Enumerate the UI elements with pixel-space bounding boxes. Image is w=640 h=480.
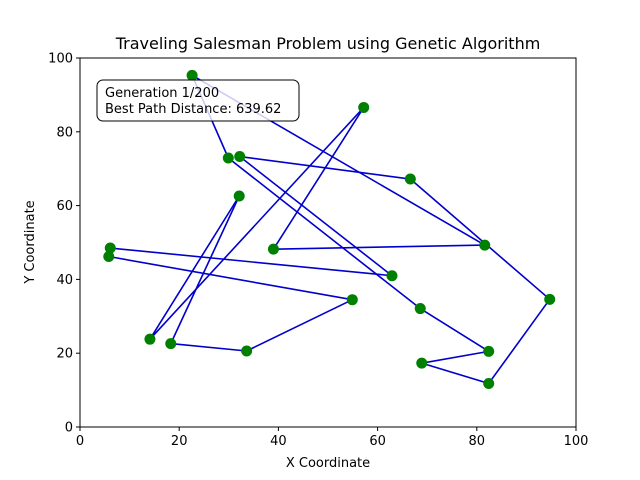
city-point	[358, 101, 370, 113]
x-tick-label: 80	[469, 434, 486, 449]
city-point	[144, 333, 156, 345]
city-point	[404, 173, 416, 185]
x-tick-label: 60	[369, 434, 386, 449]
city-point	[414, 303, 426, 315]
y-tick-label: 20	[56, 347, 73, 362]
route-segment	[409, 178, 551, 300]
chart-title: Traveling Salesman Problem using Genetic…	[115, 34, 541, 53]
city-point	[267, 243, 279, 255]
city-point	[386, 270, 398, 282]
generation-label: Generation 1/200	[105, 86, 219, 101]
route-segment	[149, 195, 240, 340]
route-segment	[272, 107, 365, 250]
route-segment	[149, 106, 365, 340]
city-point	[222, 152, 234, 164]
city-point	[346, 294, 358, 306]
city-point	[544, 293, 556, 305]
route-segment	[246, 298, 353, 352]
city-point	[241, 345, 253, 357]
info-box-frame	[96, 79, 300, 122]
x-tick-label: 40	[270, 434, 287, 449]
route-segment	[170, 195, 240, 344]
route-segment	[108, 255, 353, 301]
y-tick-label: 0	[65, 421, 73, 436]
route-segment	[273, 244, 485, 250]
best-distance-label: Best Path Distance: 639.62	[105, 102, 281, 117]
y-axis-label: Y Coordinate	[23, 200, 38, 284]
city-point	[103, 251, 115, 263]
y-tick-label: 100	[48, 52, 73, 67]
y-tick-label: 80	[56, 125, 73, 140]
info-box: Generation 1/200 Best Path Distance: 639…	[96, 79, 300, 122]
city-point	[233, 190, 245, 202]
x-tick-label: 0	[76, 434, 84, 449]
y-axis-ticks: 0 20 40 60 80 100	[48, 52, 80, 436]
y-tick-label: 40	[56, 273, 73, 288]
city-layer	[103, 69, 556, 389]
route-segment	[227, 157, 421, 310]
city-point	[186, 69, 198, 81]
route-segment	[419, 307, 490, 353]
city-point	[234, 151, 246, 163]
route-segment	[488, 298, 551, 384]
city-point	[165, 338, 177, 350]
y-tick-label: 60	[56, 199, 73, 214]
route-segment	[239, 155, 393, 277]
x-tick-label: 20	[171, 434, 188, 449]
city-point	[479, 239, 491, 251]
x-axis-label: X Coordinate	[286, 456, 370, 471]
city-point	[104, 242, 116, 254]
city-point	[416, 357, 428, 369]
plot-frame	[79, 57, 577, 428]
route-segment	[421, 362, 489, 385]
x-axis-ticks: 0 20 40 60 80 100	[76, 427, 589, 449]
city-point	[483, 345, 495, 357]
x-tick-label: 100	[564, 434, 589, 449]
city-point	[483, 377, 495, 389]
route-segment	[421, 350, 489, 364]
route-segment	[110, 247, 393, 277]
route-segment	[170, 342, 247, 352]
